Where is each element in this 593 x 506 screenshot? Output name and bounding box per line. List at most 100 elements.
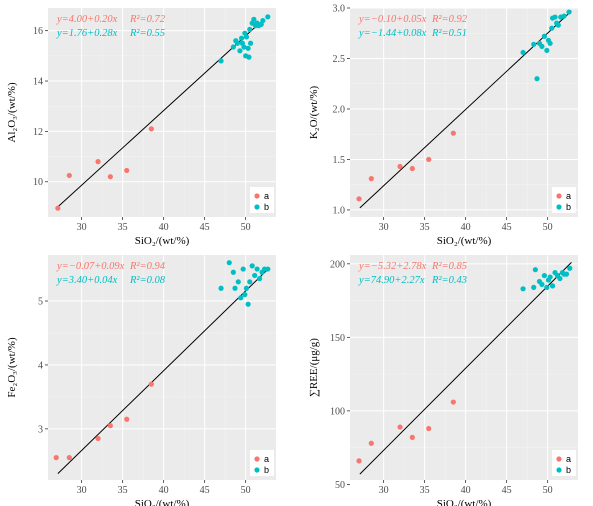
x-tick-label: 35 bbox=[118, 485, 128, 496]
legend-box bbox=[552, 187, 576, 213]
equation-a: y=−0.10+0.05x bbox=[358, 14, 427, 25]
plot-background bbox=[350, 255, 578, 480]
y-tick-label: 10 bbox=[33, 177, 43, 188]
y-tick-label: 3 bbox=[38, 424, 43, 435]
x-tick-label: 30 bbox=[77, 222, 87, 233]
r-squared-b: R²=0.43 bbox=[431, 275, 467, 286]
data-point-b bbox=[247, 26, 253, 33]
data-point-b bbox=[238, 295, 244, 301]
data-point-b bbox=[532, 267, 538, 273]
data-point-b bbox=[243, 285, 250, 291]
y-tick-label: 12 bbox=[33, 127, 43, 138]
y-axis-title: Fe₂O₃/(wt/%) bbox=[6, 337, 18, 398]
data-point-b bbox=[541, 33, 547, 39]
x-tick-label: 35 bbox=[420, 222, 430, 233]
legend-key-a bbox=[556, 193, 562, 199]
y-tick-label: 14 bbox=[33, 77, 43, 88]
r-squared-a: R²=0.72 bbox=[129, 14, 166, 25]
panel-al2o3: 30 35 40 45 50 10 12 14 16 SiO₂/(wt/%) Al₂O₃/(wt/%… bbox=[6, 8, 276, 247]
x-tick-label: 50 bbox=[543, 222, 553, 233]
r-squared-b: R²=0.08 bbox=[129, 275, 166, 286]
data-point-b bbox=[539, 281, 545, 288]
x-axis-title: SiO₂/(wt/%) bbox=[437, 498, 492, 506]
data-point-a bbox=[368, 176, 374, 182]
legend-box bbox=[552, 450, 576, 476]
data-point-b bbox=[232, 285, 238, 291]
data-point-b bbox=[265, 14, 271, 20]
panel-k2o: 30 35 40 45 50 1.0 1.5 2.0 2.5 3.0 SiO₂/(wt/%) K₂O/… bbox=[308, 4, 578, 247]
y-tick-label: 100 bbox=[330, 406, 345, 417]
plot-background bbox=[48, 255, 276, 480]
y-tick-label: 1.0 bbox=[333, 205, 346, 216]
data-point-b bbox=[555, 22, 561, 28]
data-point-a bbox=[409, 165, 415, 172]
equation-a: y=−5.32+2.78x bbox=[358, 261, 427, 272]
data-point-b bbox=[245, 301, 251, 307]
x-tick-label: 40 bbox=[159, 485, 169, 496]
data-point-a bbox=[368, 440, 374, 446]
x-tick-label: 30 bbox=[77, 485, 87, 496]
equation-a: y=−0.07+0.09x bbox=[56, 261, 125, 272]
data-point-b bbox=[230, 44, 236, 50]
data-point-b bbox=[234, 40, 241, 46]
x-tick-label: 30 bbox=[379, 222, 389, 233]
data-point-a bbox=[95, 159, 101, 165]
data-point-b bbox=[237, 48, 243, 54]
data-point-b bbox=[520, 49, 526, 56]
x-tick-label: 40 bbox=[159, 222, 169, 233]
data-point-b bbox=[260, 17, 266, 24]
x-tick-label: 35 bbox=[420, 485, 430, 496]
data-point-a bbox=[124, 416, 130, 422]
data-point-b bbox=[552, 14, 558, 20]
data-point-b bbox=[563, 271, 570, 277]
panel-ree: 30 35 40 45 50 50 100 150 200 SiO₂/(wt/%) ∑REE/(μg… bbox=[308, 255, 578, 506]
r-squared-a: R²=0.94 bbox=[129, 261, 166, 272]
x-tick-label: 45 bbox=[200, 222, 210, 233]
data-point-b bbox=[547, 274, 553, 280]
data-point-b bbox=[254, 266, 260, 272]
data-point-b bbox=[256, 276, 263, 282]
y-tick-label: 150 bbox=[330, 333, 345, 344]
data-point-b bbox=[218, 285, 224, 291]
data-point-b bbox=[247, 279, 253, 285]
regression-line bbox=[359, 261, 572, 475]
legend-key-a bbox=[254, 456, 260, 462]
y-tick-label: 4 bbox=[38, 360, 43, 371]
x-axis-title: SiO₂/(wt/%) bbox=[135, 235, 190, 247]
r-squared-b: R²=0.55 bbox=[129, 28, 165, 39]
data-point-b bbox=[226, 260, 232, 266]
data-point-b bbox=[544, 284, 550, 290]
legend-label-b: b bbox=[566, 202, 571, 212]
r-squared-a: R²=0.85 bbox=[431, 261, 467, 272]
x-tick-label: 45 bbox=[502, 485, 512, 496]
y-tick-label: 2.0 bbox=[333, 104, 346, 115]
legend-key-a bbox=[254, 193, 260, 199]
data-point-a bbox=[107, 423, 113, 429]
data-point-b bbox=[547, 40, 553, 46]
data-point-a bbox=[397, 424, 403, 430]
data-point-b bbox=[230, 269, 236, 275]
legend-box bbox=[250, 450, 274, 476]
r-squared-b: R²=0.51 bbox=[431, 28, 467, 39]
data-point-b bbox=[249, 263, 255, 269]
y-axis-title: ∑REE/(μg/g) bbox=[308, 338, 320, 397]
y-tick-label: 3.0 bbox=[333, 4, 346, 15]
data-point-b bbox=[541, 272, 547, 279]
data-point-b bbox=[252, 272, 258, 279]
data-point-a bbox=[95, 435, 101, 442]
data-point-a bbox=[66, 455, 72, 461]
data-point-a bbox=[450, 130, 456, 136]
data-point-b bbox=[242, 292, 248, 298]
legend-label-a: a bbox=[566, 191, 571, 201]
legend-key-b bbox=[254, 204, 260, 210]
data-point-b bbox=[549, 25, 555, 31]
legend-label-b: b bbox=[264, 465, 269, 475]
legend-label-b: b bbox=[566, 465, 571, 475]
x-tick-label: 45 bbox=[502, 222, 512, 233]
legend-label-a: a bbox=[264, 191, 269, 201]
legend-label-a: a bbox=[264, 454, 269, 464]
data-point-a bbox=[55, 205, 61, 211]
legend-label-a: a bbox=[566, 454, 571, 464]
data-point-a bbox=[148, 381, 154, 387]
x-axis-title: SiO₂/(wt/%) bbox=[437, 235, 492, 247]
